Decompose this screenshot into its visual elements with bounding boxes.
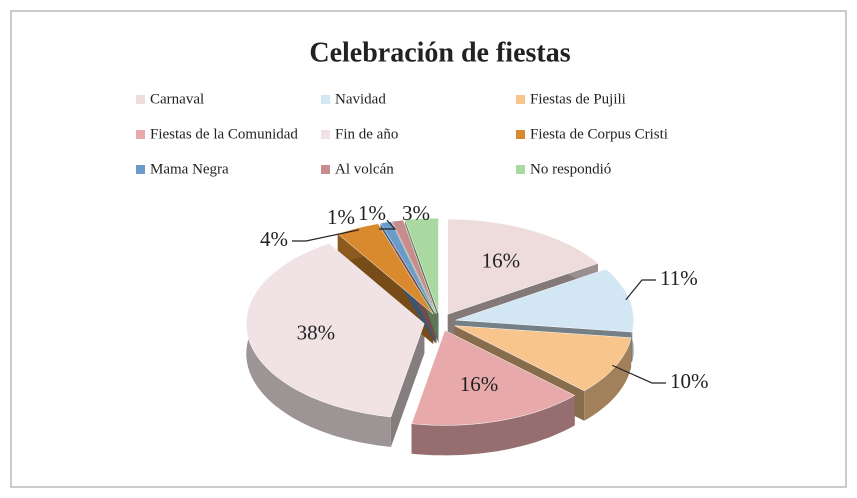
slice [455, 268, 634, 333]
legend-swatch [516, 165, 525, 174]
leader-line [625, 279, 656, 301]
chart-title: Celebración de fiestas [309, 37, 570, 68]
legend-swatch [516, 130, 525, 139]
data-label: 1% [327, 205, 355, 229]
data-label: 11% [660, 266, 698, 290]
slice [246, 243, 425, 418]
legend-swatch [321, 130, 330, 139]
legend-label: No respondió [530, 161, 611, 177]
legend-swatch [516, 95, 525, 104]
slice [391, 219, 437, 314]
legend-label: Fiestas de Pujili [530, 91, 626, 107]
slice [447, 219, 599, 315]
data-label: 3% [402, 201, 430, 225]
legend-swatch [321, 95, 330, 104]
legend-swatch [136, 95, 145, 104]
leader-line [292, 229, 360, 242]
data-label: 16% [460, 372, 499, 396]
legend-label: Fiesta de Corpus Cristi [530, 126, 668, 142]
slice-wall [390, 323, 425, 447]
data-label: 38% [297, 320, 336, 344]
legend-label: Carnaval [150, 91, 204, 107]
data-label: 10% [670, 369, 709, 393]
slice [411, 330, 576, 426]
data-label: 1% [358, 201, 386, 225]
legend-label: Al volcán [335, 161, 394, 177]
slices [246, 217, 634, 456]
slice [404, 217, 439, 314]
legend-swatch [136, 165, 145, 174]
leader-line [379, 219, 397, 230]
slice-side [584, 337, 632, 421]
slice [337, 223, 434, 315]
slice [380, 221, 436, 314]
leader-line [612, 364, 666, 384]
data-label: 16% [482, 248, 521, 272]
legend-label: Fin de año [335, 126, 398, 142]
legend-swatch [136, 130, 145, 139]
legend-label: Mama Negra [150, 161, 229, 177]
legend-label: Fiestas de la Comunidad [150, 126, 298, 142]
legend-swatch [321, 165, 330, 174]
slice-side [411, 395, 575, 456]
legend-label: Navidad [335, 91, 386, 107]
data-label: 4% [260, 227, 288, 251]
